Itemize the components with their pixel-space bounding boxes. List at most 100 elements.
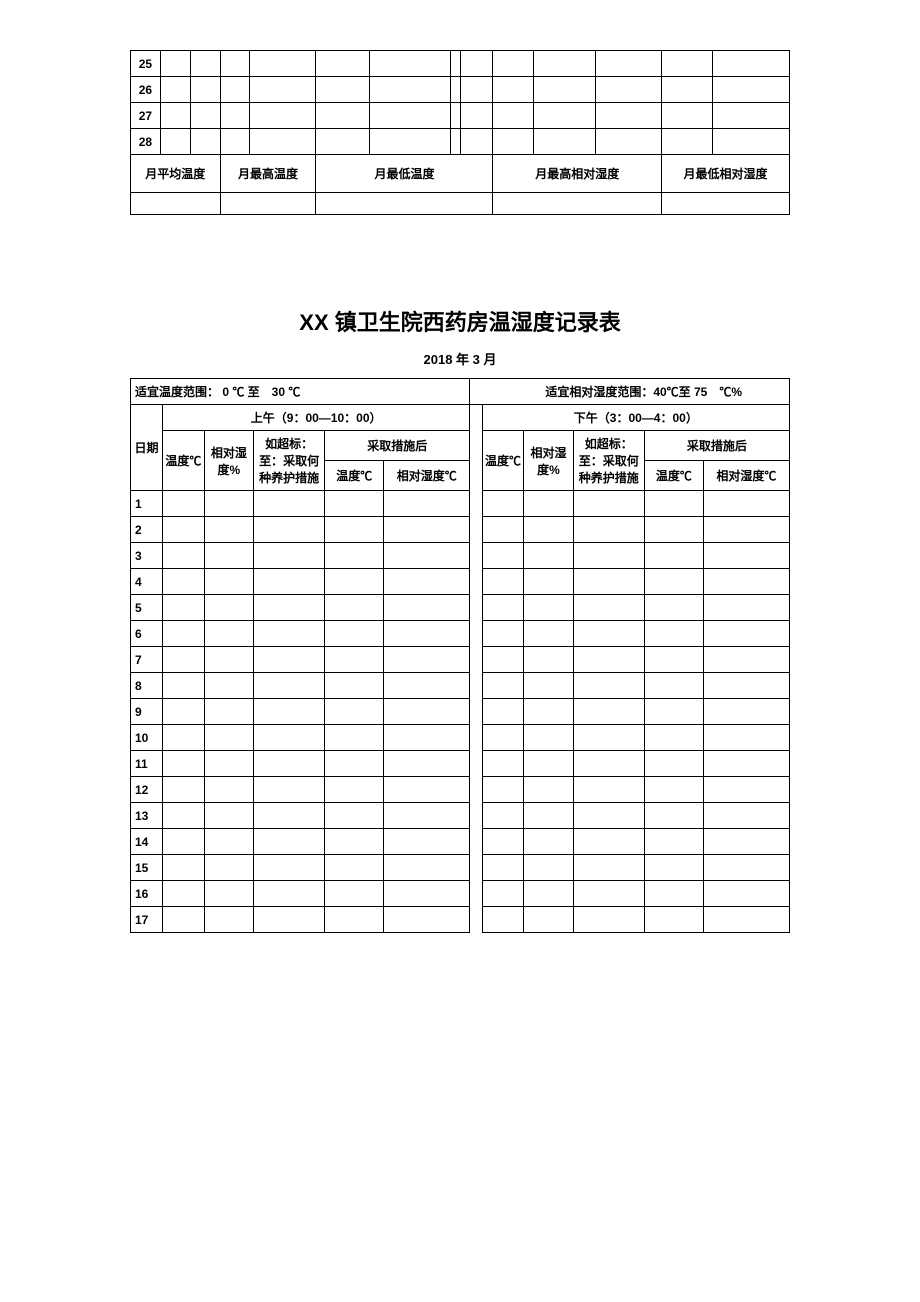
day-number: 1: [131, 491, 163, 517]
data-cell: [325, 777, 384, 803]
sub-header-row-1: 温度℃ 相对湿度% 如超标：至：采取何种养护措施 采取措施后 温度℃ 相对湿度%…: [131, 431, 790, 461]
day-number: 13: [131, 803, 163, 829]
data-cell: [253, 699, 324, 725]
data-cell: [573, 777, 644, 803]
data-cell: [703, 673, 789, 699]
data-cell: [573, 491, 644, 517]
data-cell: [703, 517, 789, 543]
data-cell: [482, 803, 524, 829]
data-cell: [450, 129, 461, 155]
data-cell: [384, 543, 470, 569]
data-cell: [190, 77, 220, 103]
data-cell: [644, 491, 703, 517]
data-cell: [325, 621, 384, 647]
afternoon-after-humid-header: 相对湿度℃: [703, 461, 789, 491]
day-number: 26: [131, 77, 161, 103]
data-cell: [160, 51, 190, 77]
day-number: 7: [131, 647, 163, 673]
table-row: 3: [131, 543, 790, 569]
max-temp-label: 月最高温度: [220, 155, 316, 193]
data-cell: [253, 725, 324, 751]
data-cell: [253, 907, 324, 933]
data-cell: [369, 103, 450, 129]
data-cell: [661, 77, 712, 103]
data-cell: [450, 51, 461, 77]
data-cell: [644, 855, 703, 881]
data-cell: [644, 751, 703, 777]
data-cell: [190, 51, 220, 77]
day-number: 4: [131, 569, 163, 595]
data-cell: [204, 491, 253, 517]
data-cell: [573, 543, 644, 569]
data-cell: [470, 803, 482, 829]
data-cell: [384, 673, 470, 699]
data-cell: [204, 855, 253, 881]
data-cell: [160, 77, 190, 103]
data-cell: [384, 517, 470, 543]
data-cell: [524, 699, 573, 725]
data-cell: [703, 725, 789, 751]
data-cell: [644, 907, 703, 933]
data-cell: [204, 543, 253, 569]
data-cell: [644, 725, 703, 751]
data-cell: [384, 569, 470, 595]
data-cell: [482, 829, 524, 855]
data-cell: [713, 51, 790, 77]
data-cell: [470, 491, 482, 517]
data-cell: [162, 777, 204, 803]
data-cell: [160, 103, 190, 129]
data-cell: [162, 907, 204, 933]
data-cell: [325, 569, 384, 595]
page-title: XX 镇卫生院西药房温湿度记录表: [130, 305, 790, 337]
data-cell: [384, 829, 470, 855]
summary-table-partial: 25262728月平均温度月最高温度月最低温度月最高相对湿度月最低相对湿度: [130, 50, 790, 215]
morning-after-temp-header: 温度℃: [325, 461, 384, 491]
data-cell: [573, 725, 644, 751]
data-cell: [644, 881, 703, 907]
data-cell: [250, 77, 316, 103]
data-cell: [204, 829, 253, 855]
data-cell: [470, 569, 482, 595]
humid-range-label: 适宜相对湿度范围：40℃至 75 ℃%: [470, 379, 790, 405]
data-cell: [595, 77, 661, 103]
table-row: 12: [131, 777, 790, 803]
data-cell: [162, 621, 204, 647]
data-cell: [220, 51, 250, 77]
data-cell: [493, 103, 534, 129]
data-cell: [325, 803, 384, 829]
data-cell: [384, 803, 470, 829]
summary-row: 月平均温度月最高温度月最低温度月最高相对湿度月最低相对湿度: [131, 155, 790, 193]
data-cell: [644, 803, 703, 829]
afternoon-after-header: 采取措施后: [644, 431, 789, 461]
data-cell: [482, 907, 524, 933]
data-cell: [524, 621, 573, 647]
data-cell: [316, 51, 369, 77]
day-number: 15: [131, 855, 163, 881]
data-cell: [713, 129, 790, 155]
min-temp-label: 月最低温度: [316, 155, 493, 193]
data-cell: [644, 777, 703, 803]
data-cell: [524, 543, 573, 569]
data-cell: [470, 855, 482, 881]
data-cell: [316, 129, 369, 155]
data-cell: [384, 855, 470, 881]
data-cell: [220, 129, 250, 155]
data-cell: [573, 803, 644, 829]
data-cell: [204, 647, 253, 673]
afternoon-after-temp-header: 温度℃: [644, 461, 703, 491]
data-cell: [204, 673, 253, 699]
data-cell: [369, 77, 450, 103]
day-number: 11: [131, 751, 163, 777]
data-cell: [703, 699, 789, 725]
day-number: 2: [131, 517, 163, 543]
data-cell: [461, 77, 493, 103]
data-cell: [250, 129, 316, 155]
data-cell: [204, 803, 253, 829]
data-cell: [204, 699, 253, 725]
data-cell: [325, 855, 384, 881]
data-cell: [524, 907, 573, 933]
table-row: 13: [131, 803, 790, 829]
data-cell: [482, 725, 524, 751]
data-cell: [369, 51, 450, 77]
data-cell: [220, 77, 250, 103]
